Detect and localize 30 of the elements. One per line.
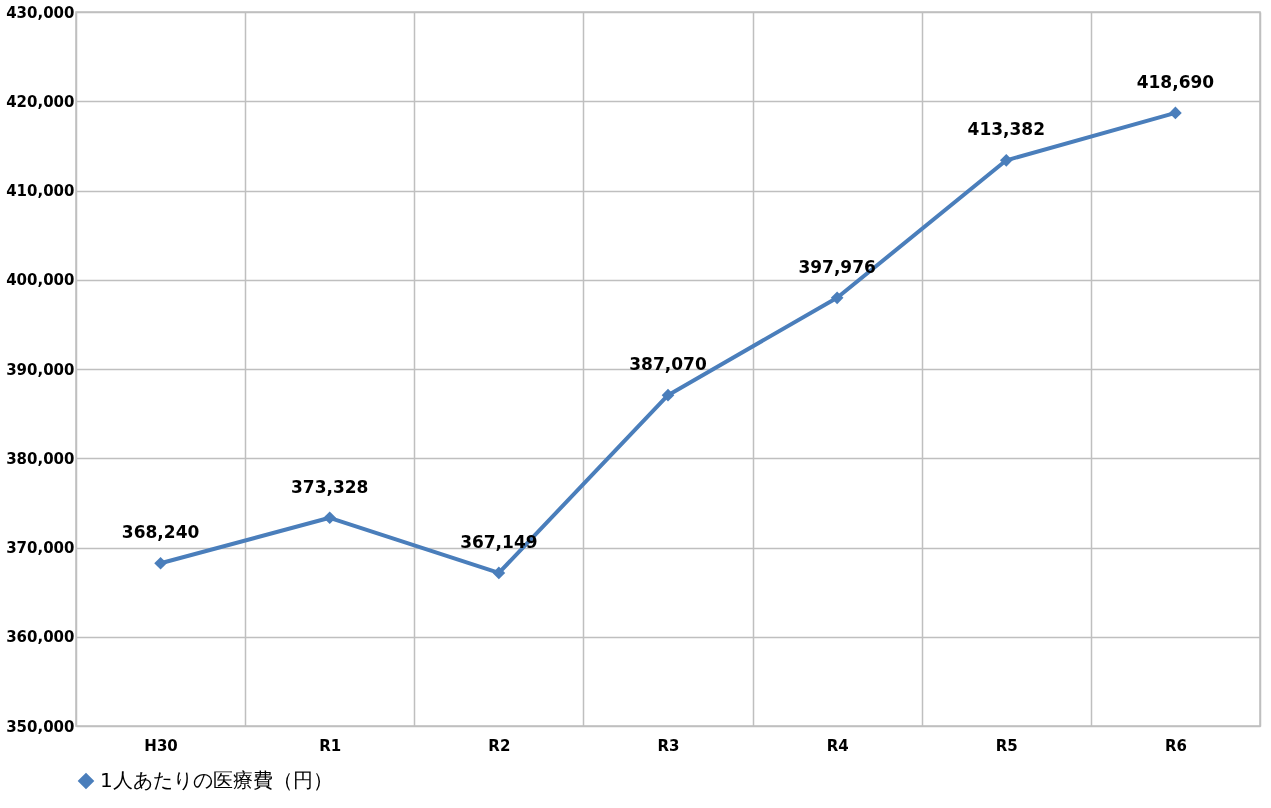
y-tick-label: 400,000 — [6, 271, 75, 290]
x-tick-label: R3 — [657, 736, 680, 755]
y-tick-label: 430,000 — [6, 3, 75, 22]
data-label: 368,240 — [121, 522, 200, 543]
y-tick-label: 410,000 — [6, 182, 75, 200]
x-tick-label: R4 — [826, 736, 849, 755]
y-tick-label: 370,000 — [6, 539, 75, 557]
x-tick-label: R2 — [488, 736, 511, 755]
data-label: 397,976 — [798, 256, 876, 277]
point — [154, 556, 167, 570]
data-label: 418,690 — [1136, 71, 1215, 92]
data-label: 373,328 — [291, 476, 369, 497]
data-label: 413,382 — [967, 119, 1045, 140]
point — [323, 511, 337, 525]
legend-label: 1人あたりの医療費（円） — [100, 768, 333, 792]
y-tick-label: 420,000 — [6, 92, 75, 111]
y-tick-label: 360,000 — [6, 628, 75, 647]
x-tick-label: H30 — [144, 736, 178, 755]
point — [1169, 106, 1182, 120]
point — [661, 388, 675, 402]
y-tick-label: 350,000 — [6, 717, 75, 736]
x-tick-label: R6 — [1164, 736, 1187, 755]
x-tick-label: R5 — [995, 736, 1018, 755]
data-label: 387,070 — [629, 354, 707, 375]
point — [830, 291, 844, 305]
x-tick-label: R1 — [319, 736, 342, 755]
y-tick-label: 380,000 — [6, 449, 75, 468]
y-tick-label: 390,000 — [6, 360, 75, 379]
point — [999, 153, 1013, 167]
point — [492, 566, 506, 580]
